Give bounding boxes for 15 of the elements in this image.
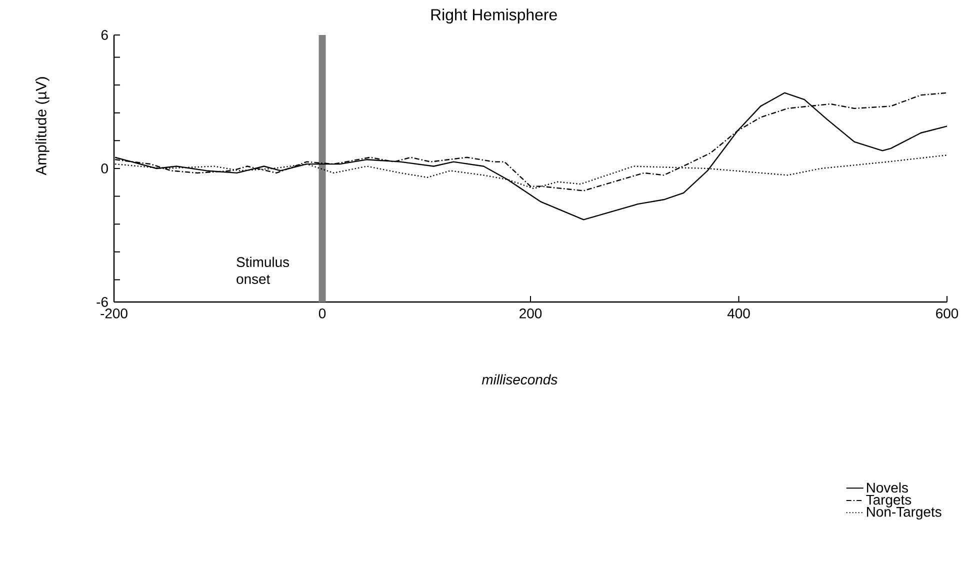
- x-tick-label: 0: [318, 308, 326, 318]
- x-tick-label: 600: [936, 308, 958, 318]
- chart-title: Right Hemisphere: [431, 8, 557, 24]
- y-tick-label: 6: [101, 30, 108, 40]
- x-axis-title: milliseconds: [482, 374, 558, 385]
- ref-line-label: Stimulus onset: [236, 256, 290, 284]
- y-tick-label: 0: [101, 164, 108, 174]
- legend-label: Non-Targets: [867, 507, 942, 520]
- legend-label: Novels: [867, 482, 908, 493]
- y-tick-label: -6: [96, 297, 108, 307]
- x-tick-label: 200: [520, 308, 542, 318]
- y-axis-title: Amplitude (µV): [35, 77, 50, 176]
- x-tick-label: -200: [100, 308, 128, 318]
- x-tick-label: 400: [727, 308, 750, 318]
- legend-label: Targets: [866, 494, 912, 508]
